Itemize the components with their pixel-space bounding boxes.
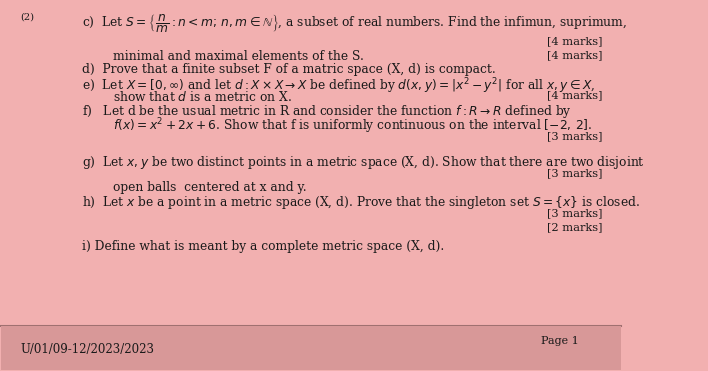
Text: (2): (2) bbox=[20, 13, 34, 22]
Text: open balls  centered at x and y.: open balls centered at x and y. bbox=[113, 181, 307, 194]
Text: i) Define what is meant by a complete metric space (X, d).: i) Define what is meant by a complete me… bbox=[82, 240, 444, 253]
Text: [2 marks]: [2 marks] bbox=[547, 222, 603, 232]
Text: $f(x) = x^2 + 2x + 6$. Show that f is uniformly continuous on the interval $[-2,: $f(x) = x^2 + 2x + 6$. Show that f is un… bbox=[113, 116, 593, 135]
Text: [4 marks]: [4 marks] bbox=[547, 36, 603, 46]
Text: U/01/09-12/2023/2023: U/01/09-12/2023/2023 bbox=[20, 343, 154, 356]
Text: g)  Let $x, y$ be two distinct points in a metric space (X, d). Show that there : g) Let $x, y$ be two distinct points in … bbox=[82, 154, 645, 171]
Text: [4 marks]: [4 marks] bbox=[547, 90, 603, 100]
Text: [3 marks]: [3 marks] bbox=[547, 131, 603, 141]
Text: [3 marks]: [3 marks] bbox=[547, 168, 603, 178]
Text: h)  Let $x$ be a point in a metric space (X, d). Prove that the singleton set $S: h) Let $x$ be a point in a metric space … bbox=[82, 194, 640, 211]
Text: minimal and maximal elements of the S.: minimal and maximal elements of the S. bbox=[113, 50, 364, 63]
Text: f)   Let d be the usual metric in R and consider the function $f : R \to R$ defi: f) Let d be the usual metric in R and co… bbox=[82, 103, 571, 120]
Text: show that $d$ is a metric on X.: show that $d$ is a metric on X. bbox=[113, 90, 292, 104]
Text: d)  Prove that a finite subset F of a matric space (X, d) is compact.: d) Prove that a finite subset F of a mat… bbox=[82, 63, 496, 76]
Text: [4 marks]: [4 marks] bbox=[547, 50, 603, 60]
Text: Page 1: Page 1 bbox=[541, 336, 578, 346]
Bar bbox=[1, 326, 621, 370]
Text: e)  Let $X = [0, \infty)$ and let $d : X \times X \to X$ be defined by $d(x,y) =: e) Let $X = [0, \infty)$ and let $d : X … bbox=[82, 76, 595, 96]
Text: [3 marks]: [3 marks] bbox=[547, 209, 603, 219]
Text: c)  Let $S = \left\{\dfrac{n}{m} : n < m;\, n, m \in \mathbb{N}\right\}$, a subs: c) Let $S = \left\{\dfrac{n}{m} : n < m;… bbox=[82, 13, 627, 35]
